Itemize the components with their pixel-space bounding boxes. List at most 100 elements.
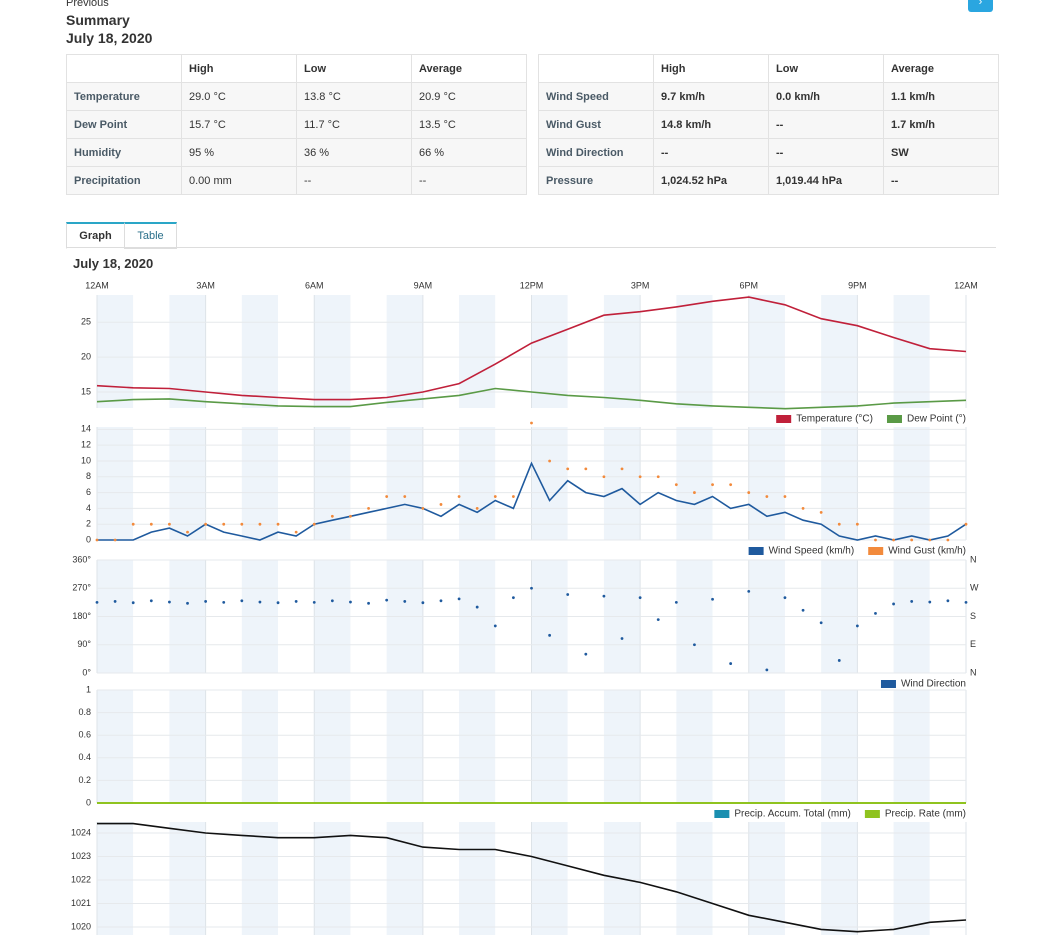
series-dot [892, 602, 895, 606]
summary-date: July 18, 2020 [66, 30, 153, 46]
series-dot [330, 599, 334, 603]
header-cell [538, 54, 654, 83]
series-dot [693, 643, 696, 647]
series-dot [656, 618, 660, 622]
stripe [386, 427, 423, 540]
stripe [567, 822, 604, 935]
stripe [495, 822, 532, 935]
stripe [712, 822, 749, 935]
stripe [169, 427, 206, 540]
cell: SW [883, 138, 999, 167]
y-tick-label: 10 [81, 455, 91, 465]
series-dot [149, 599, 153, 603]
series-dot [711, 597, 714, 601]
y-tick-label: 1 [86, 684, 91, 694]
stripe [97, 690, 134, 803]
stripe [748, 427, 785, 540]
series-dot [511, 596, 515, 600]
x-tick-label: 12AM [954, 280, 978, 290]
header-cell: Average [883, 54, 999, 83]
series-dot [874, 611, 877, 615]
series-dot [294, 530, 298, 534]
series-dot [656, 475, 660, 479]
stripe [929, 427, 966, 540]
series-dot [783, 495, 787, 498]
y2-tick-label: W [970, 583, 979, 593]
series-dot [149, 522, 153, 526]
series-dot [584, 467, 588, 471]
summary-table-right: High Low Average Wind Speed 9.7 km/h 0.0 km/h… [538, 54, 999, 195]
stripe [350, 690, 387, 803]
series-dot [855, 522, 859, 526]
series-dot [95, 538, 99, 542]
y-tick-label: 1022 [71, 874, 91, 884]
x-tick-label: 9AM [414, 280, 433, 290]
y-tick-label: 90° [77, 639, 91, 649]
graph-tab[interactable]: Graph [66, 222, 125, 249]
stripe [133, 690, 170, 803]
legend-swatch [864, 810, 880, 818]
stripe [893, 427, 930, 540]
stripe [278, 690, 315, 803]
stripe [640, 690, 677, 803]
table-tab[interactable]: Table [124, 222, 177, 249]
series-dot [475, 506, 479, 510]
stripe [821, 427, 858, 540]
stripe [929, 690, 966, 803]
series-dot [95, 600, 99, 604]
legend-label: Temperature (°C) [796, 414, 873, 425]
series-dot [729, 483, 733, 487]
y-tick-label: 0 [86, 797, 91, 807]
stripe [205, 295, 242, 408]
header-cell: High [653, 54, 769, 83]
stripe [386, 295, 423, 408]
header-cell: Low [768, 54, 884, 83]
stripe [133, 822, 170, 935]
series-dot [131, 522, 135, 526]
series-dot [837, 522, 841, 526]
y-tick-label: 0.6 [78, 730, 91, 740]
legend-label: Wind Direction [901, 679, 966, 690]
cell: -- [883, 166, 999, 195]
y2-tick-label: N [970, 554, 977, 564]
cell: 1.1 km/h [883, 82, 999, 111]
stripe [567, 690, 604, 803]
stripe [712, 690, 749, 803]
stripe [241, 822, 279, 935]
y-tick-label: 14 [81, 424, 91, 434]
series-line [97, 461, 967, 541]
stripe [459, 822, 496, 935]
stripe [422, 690, 460, 803]
series-dot [312, 600, 316, 604]
next-button[interactable]: › [968, 0, 993, 12]
series-dot [222, 522, 226, 526]
row-label: Dew Point [66, 110, 182, 139]
series-dot [530, 421, 533, 425]
series-dot [892, 538, 895, 542]
series-dot [602, 475, 606, 479]
stripe [857, 822, 894, 935]
series-line [96, 387, 967, 410]
series-dot [439, 599, 443, 603]
stripe [857, 690, 894, 803]
series-dot [385, 598, 389, 602]
stripe [857, 427, 894, 540]
stripe [422, 822, 460, 935]
tab-rule [66, 247, 996, 248]
stripe [676, 295, 713, 408]
header-cell: Low [296, 54, 412, 83]
y-tick-label: 0° [82, 667, 91, 677]
stripe [422, 295, 460, 408]
row-label: Precipitation [66, 166, 182, 195]
series-dot [258, 600, 262, 604]
series-dot [801, 506, 805, 510]
series-dot [168, 522, 171, 526]
series-dot [602, 594, 606, 598]
series-dot [946, 538, 950, 542]
previous-link[interactable]: Previous [66, 0, 109, 9]
series-dot [765, 495, 769, 498]
stripe [640, 295, 677, 408]
y-tick-label: 180° [72, 611, 91, 621]
legend-swatch [886, 415, 902, 423]
